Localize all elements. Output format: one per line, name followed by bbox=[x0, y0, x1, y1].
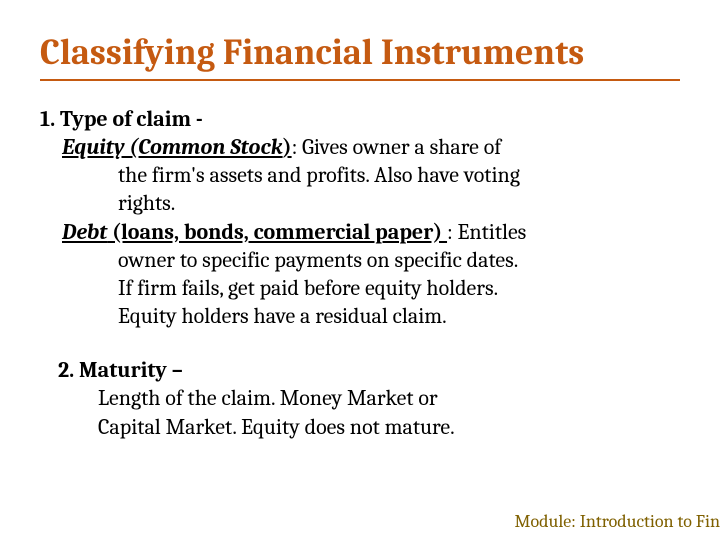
equity-colon-text: : Gives owner a share of bbox=[292, 134, 502, 160]
maturity-cont1: Length of the claim. Money Market or bbox=[98, 384, 680, 412]
equity-item: Equity (Common Stock): Gives owner a sha… bbox=[62, 133, 680, 217]
debt-lead: Debt bbox=[62, 219, 107, 245]
debt-cont1: owner to specific payments on specific d… bbox=[118, 246, 680, 274]
module-footer: Module: Introduction to Fin bbox=[515, 511, 720, 532]
debt-cont3: Equity holders have a residual claim. bbox=[118, 302, 680, 330]
debt-line1: Debt (loans, bonds, commercial paper) : … bbox=[62, 218, 680, 246]
equity-cont2: rights. bbox=[118, 189, 680, 217]
debt-item: Debt (loans, bonds, commercial paper) : … bbox=[62, 218, 680, 331]
section2-heading: 2. Maturity – bbox=[58, 356, 680, 384]
equity-lead-trail: ) bbox=[283, 134, 292, 160]
debt-paren: (loans, bonds, commercial paper) bbox=[107, 219, 447, 245]
section1-heading: 1. Type of claim - bbox=[40, 105, 680, 133]
section2-number-label: 2. Maturity – bbox=[58, 357, 183, 383]
section-maturity: 2. Maturity – Length of the claim. Money… bbox=[58, 356, 680, 440]
equity-line1: Equity (Common Stock): Gives owner a sha… bbox=[62, 133, 680, 161]
maturity-cont2: Capital Market. Equity does not mature. bbox=[98, 413, 680, 441]
equity-lead: Equity (Common Stock bbox=[62, 134, 283, 160]
slide-title: Classifying Financial Instruments bbox=[40, 32, 680, 81]
section1-number-label: 1. Type of claim - bbox=[40, 106, 203, 132]
debt-colon-text: : Entitles bbox=[447, 219, 526, 245]
debt-cont2: If firm fails, get paid before equity ho… bbox=[118, 274, 680, 302]
body-text: 1. Type of claim - Equity (Common Stock)… bbox=[40, 105, 680, 441]
slide-container: Classifying Financial Instruments 1. Typ… bbox=[0, 0, 720, 441]
section-type-of-claim: 1. Type of claim - Equity (Common Stock)… bbox=[40, 105, 680, 330]
equity-cont1: the firm's assets and profits. Also have… bbox=[118, 161, 680, 189]
